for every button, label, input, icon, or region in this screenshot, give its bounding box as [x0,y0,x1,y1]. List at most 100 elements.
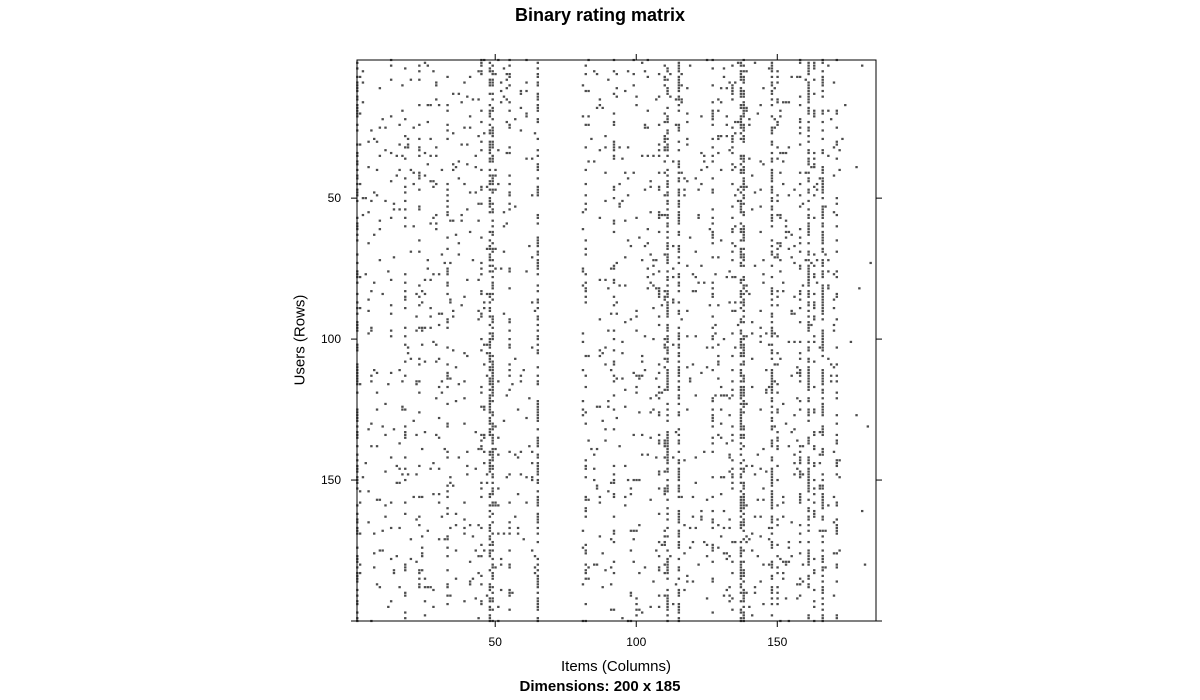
matrix-cell [629,318,633,321]
matrix-cell [389,278,393,281]
matrix-cell [672,244,675,248]
matrix-cell [415,292,418,296]
matrix-cell [663,194,666,197]
matrix-cell [463,295,466,298]
matrix-cell [677,473,681,476]
matrix-cell [483,408,486,411]
matrix-cell [717,343,720,346]
matrix-cell [779,109,782,112]
matrix-cell [813,292,816,296]
matrix-cell [750,549,754,552]
matrix-cell [762,602,765,606]
matrix-cell [463,397,466,400]
matrix-cell [779,115,782,118]
matrix-cell [446,318,449,321]
matrix-cell [669,95,672,98]
matrix-cell [674,123,678,126]
matrix-cell [742,160,745,163]
matrix-cell [807,321,810,324]
matrix-cell [813,487,816,490]
matrix-cell [367,521,370,524]
matrix-cell [404,146,407,149]
matrix-cell [821,78,824,81]
matrix-cell [426,64,430,67]
matrix-cell [536,445,540,448]
matrix-cell [674,98,678,101]
matrix-cell [488,346,492,349]
matrix-cell [742,436,745,439]
matrix-cell [770,380,774,383]
matrix-cell [536,253,540,256]
matrix-cell [798,340,802,344]
matrix-cell [739,397,743,400]
matrix-cell [714,323,717,327]
matrix-cell [739,126,743,129]
matrix-cell [488,552,492,555]
matrix-cell [807,473,810,476]
matrix-cell [491,577,494,580]
matrix-cell [782,560,785,563]
matrix-cell [389,335,393,338]
matrix-cell [640,61,644,64]
matrix-cell [595,106,599,110]
matrix-cell [612,264,616,267]
matrix-cell [801,563,805,566]
matrix-cell [779,259,782,262]
matrix-cell [466,143,469,146]
matrix-cell [666,594,669,597]
matrix-cell [711,146,714,149]
matrix-cell [798,250,802,253]
matrix-cell [452,349,455,352]
matrix-cell [798,498,802,501]
matrix-cell [395,154,398,157]
matrix-cell [765,391,768,394]
matrix-cell [384,149,387,152]
matrix-cell [663,540,666,544]
matrix-cell [488,380,492,383]
matrix-cell [776,436,779,439]
matrix-cell [677,171,681,174]
matrix-cell [717,304,720,307]
matrix-cell [437,416,441,420]
dimensions-label: Dimensions: 200 x 185 [519,678,681,695]
matrix-cell [782,281,785,284]
matrix-cell [370,380,373,383]
matrix-cell [728,555,731,558]
matrix-cell [432,70,435,73]
matrix-cell [731,92,734,95]
matrix-cell [739,250,743,253]
matrix-cell [584,422,587,425]
matrix-cell [770,191,774,194]
matrix-cell [460,213,463,217]
matrix-cell [519,473,523,476]
matrix-cell [657,555,661,558]
matrix-cell [787,146,791,149]
matrix-cell [530,476,534,479]
matrix-cell [378,126,382,129]
matrix-cell [491,354,494,358]
matrix-cell [488,67,492,70]
matrix-cell [711,580,714,583]
matrix-cell [807,270,810,273]
matrix-cell [821,349,824,352]
matrix-cell [739,402,743,406]
matrix-cell [429,154,432,157]
matrix-cell [688,377,692,380]
matrix-cell [677,467,681,470]
matrix-cell [652,337,655,341]
matrix-cell [677,301,681,304]
matrix-cell [412,419,415,422]
matrix-cell [739,205,743,208]
matrix-cell [807,408,810,411]
matrix-cell [643,123,647,126]
matrix-cell [612,363,616,366]
matrix-cell [618,205,621,208]
matrix-cell [835,580,839,583]
matrix-cell [798,104,802,107]
matrix-cell [449,526,452,530]
matrix-cell [536,242,540,245]
matrix-cell [835,617,839,620]
matrix-cell [739,617,743,620]
matrix-cell [750,464,754,468]
matrix-cell [742,171,745,174]
